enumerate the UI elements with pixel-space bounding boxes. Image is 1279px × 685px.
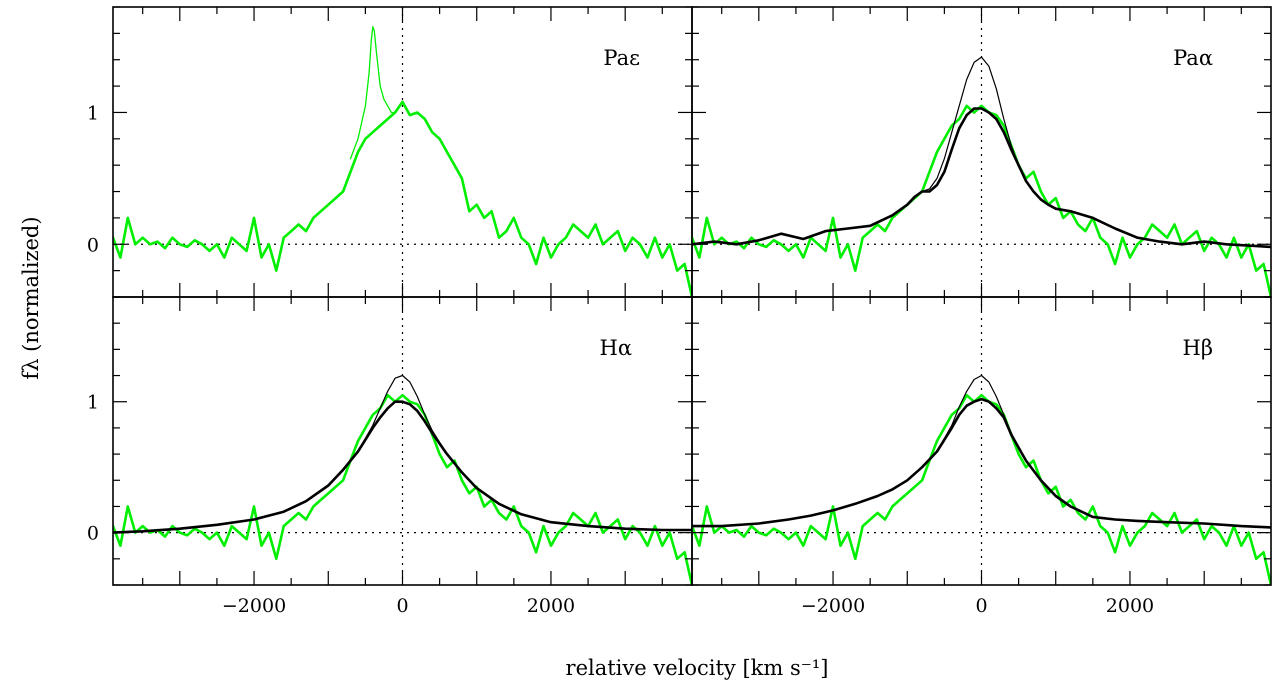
panel-top-left: 0 1 Paε (87, 6, 693, 298)
series-group (113, 26, 692, 297)
panel-label: Paε (603, 46, 640, 70)
panel-bottom-right: −2000 0 2000 Hβ (691, 296, 1272, 617)
series-line-model-thin (692, 56, 1271, 248)
panel-label: Paα (1173, 46, 1213, 70)
series-line-observed (692, 393, 1271, 585)
series-line-observed (113, 393, 692, 585)
y-tick-label: 0 (87, 523, 99, 545)
series-group (113, 374, 692, 585)
series-group (692, 56, 1271, 297)
series-line-model-thick (113, 400, 692, 534)
series-line-observed-thin (349, 26, 396, 160)
series-line-model-thin (113, 374, 692, 534)
series-line-model-thin (692, 374, 1271, 529)
x-tick-label: −2000 (801, 595, 865, 617)
panel-frame (691, 296, 1272, 586)
x-axis-label: relative velocity [km s⁻¹] (566, 656, 829, 680)
tick-marks (113, 6, 692, 298)
x-tick-label: 0 (396, 595, 408, 617)
panels-group: 0 1 Paε Paα −2000 0 2000 0 1 Hα −2000 0 2000 Hβ (87, 6, 1272, 617)
panel-bottom-left: −2000 0 2000 0 1 Hα (87, 296, 693, 617)
series-line-observed (113, 100, 692, 297)
x-tick-label: 2000 (527, 595, 575, 617)
x-tick-label: −2000 (222, 595, 286, 617)
panel-label: Hβ (1183, 336, 1213, 360)
series-line-model-thick (692, 107, 1271, 249)
tick-marks (692, 296, 1271, 586)
series-line-observed (692, 104, 1271, 297)
x-tick-label: 0 (975, 595, 987, 617)
y-tick-label: 1 (87, 392, 99, 414)
x-tick-label: 2000 (1106, 595, 1154, 617)
tick-marks (692, 6, 1271, 298)
y-tick-label: 0 (87, 234, 99, 256)
y-tick-label: 1 (87, 102, 99, 124)
panel-label: Hα (600, 336, 633, 360)
y-axis-label: fλ (normalized) (19, 216, 43, 379)
panel-top-right: Paα (691, 6, 1272, 298)
series-group (692, 374, 1271, 585)
